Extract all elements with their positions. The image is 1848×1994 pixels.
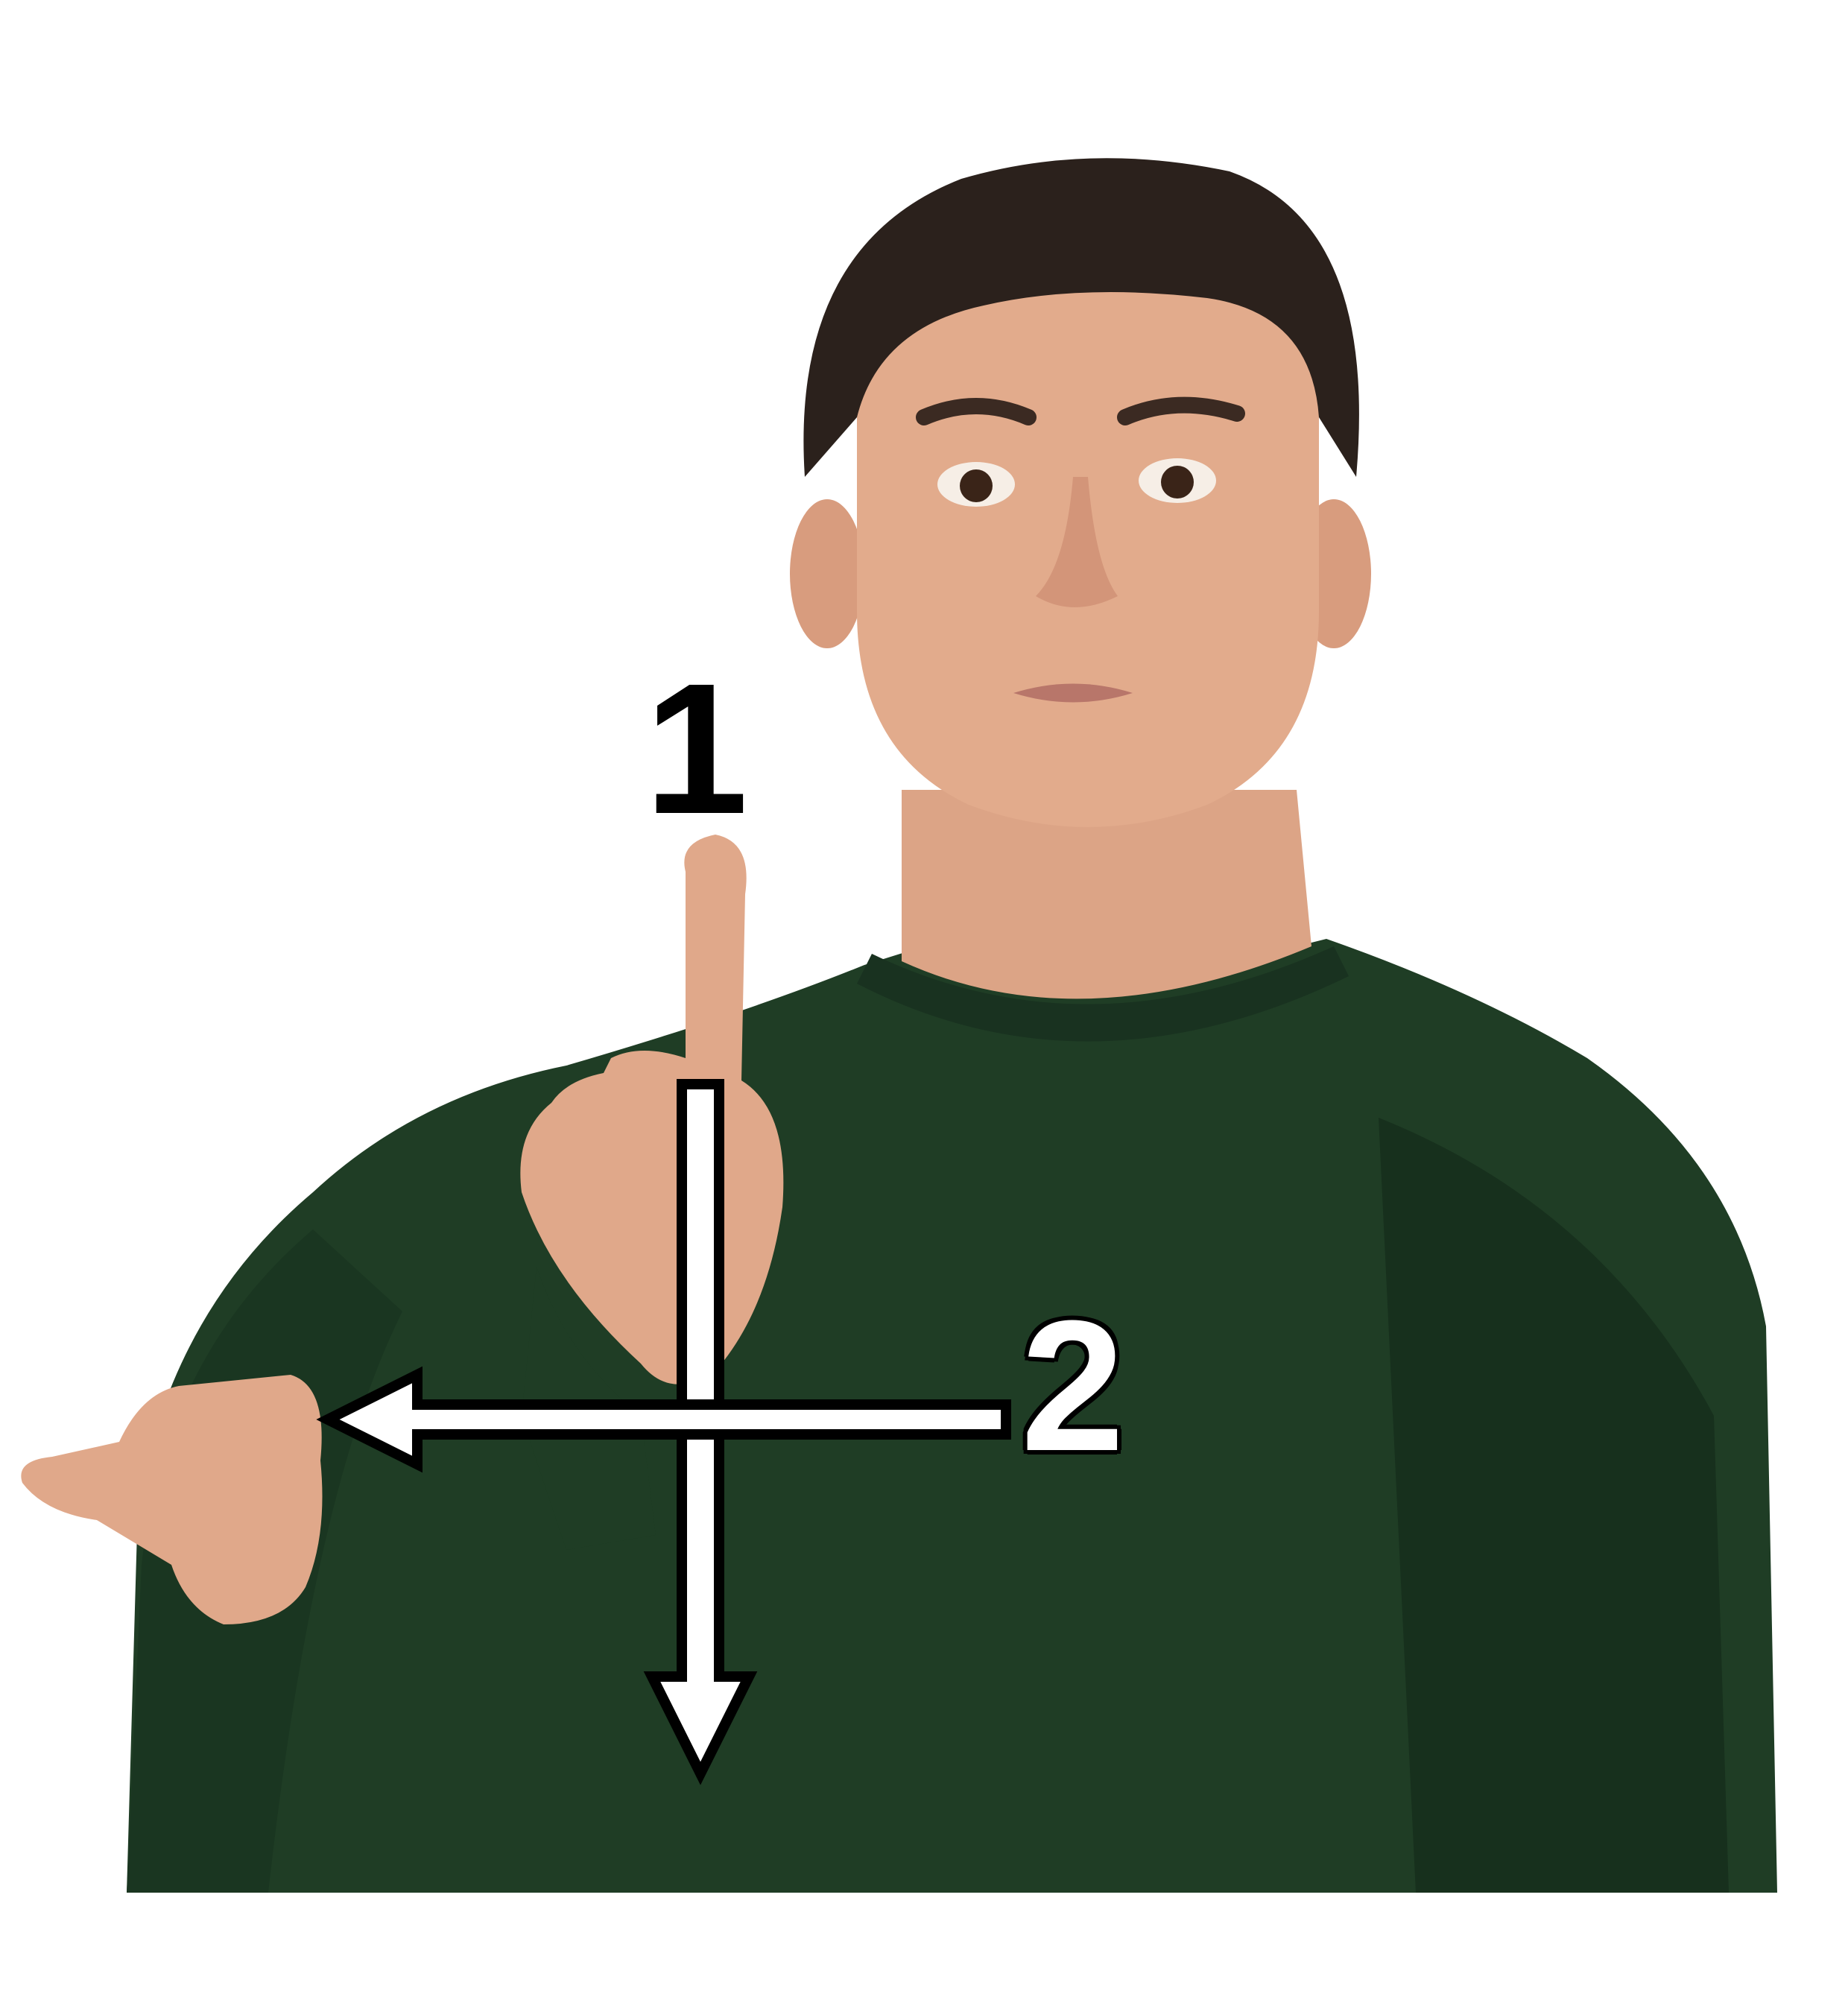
right-eyebrow <box>1117 396 1245 425</box>
left-eyebrow <box>916 398 1037 425</box>
left-ear <box>790 499 864 648</box>
hair <box>803 158 1359 477</box>
step-1-label: 1 <box>645 645 749 852</box>
pointing-hand <box>21 1375 323 1624</box>
nose <box>1036 477 1118 607</box>
mouth <box>1013 683 1133 703</box>
right-pupil <box>1161 466 1194 498</box>
collar <box>857 946 1349 1042</box>
left-pupil <box>960 469 993 502</box>
step-2-label: 2 <box>1021 1282 1125 1490</box>
arrow-left-icon <box>316 1366 1011 1473</box>
shirt-shadow <box>1379 1118 1729 1893</box>
neck <box>902 790 1311 999</box>
